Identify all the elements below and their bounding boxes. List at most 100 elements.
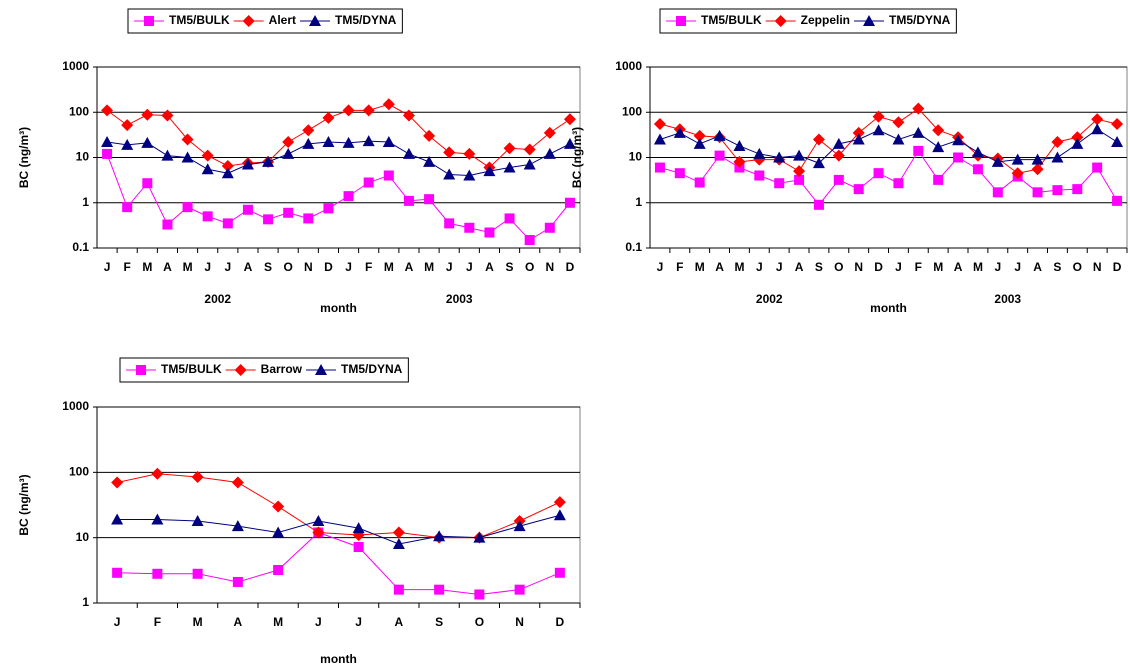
x-tick-label: M <box>183 260 193 274</box>
x-tick-label: S <box>435 615 443 629</box>
marker <box>913 145 924 156</box>
marker <box>873 168 884 179</box>
x-tick-label: M <box>973 260 983 274</box>
marker <box>262 155 275 167</box>
marker <box>1091 123 1104 135</box>
marker <box>201 163 214 175</box>
x-tick-label: A <box>234 615 243 629</box>
marker <box>912 102 925 115</box>
marker <box>141 136 154 148</box>
marker <box>793 165 806 178</box>
marker <box>112 567 123 578</box>
marker <box>514 584 525 595</box>
x-tick-label: M <box>424 260 434 274</box>
marker <box>773 151 786 163</box>
marker <box>554 567 565 578</box>
x-tick-label: A <box>1033 260 1042 274</box>
marker <box>192 568 203 579</box>
marker <box>144 16 154 26</box>
x-tick-label: A <box>715 260 724 274</box>
series-line <box>117 473 561 539</box>
marker <box>654 162 665 173</box>
x-axis-label: month <box>320 301 357 315</box>
marker <box>674 168 685 179</box>
marker <box>433 530 446 542</box>
legend-label: TM5/BULK <box>169 13 230 27</box>
marker <box>872 110 885 123</box>
marker <box>282 147 295 159</box>
x-tick-label: J <box>657 260 664 274</box>
x-tick-label: F <box>124 260 131 274</box>
marker <box>813 199 824 210</box>
x-tick-label: F <box>365 260 372 274</box>
marker <box>544 222 555 233</box>
marker <box>181 151 194 163</box>
marker <box>423 129 436 142</box>
x-tick-label: O <box>525 260 534 274</box>
y-tick-label: 1000 <box>615 59 642 73</box>
x-tick-label: A <box>163 260 172 274</box>
marker <box>231 476 244 489</box>
marker <box>484 227 495 238</box>
x-tick-label: F <box>676 260 683 274</box>
legend-label: Alert <box>269 13 296 27</box>
marker <box>694 177 705 188</box>
marker <box>971 146 984 158</box>
marker <box>473 531 486 543</box>
marker <box>693 137 706 149</box>
marker <box>543 147 556 159</box>
marker <box>142 178 153 189</box>
marker <box>774 178 785 189</box>
marker <box>272 500 285 513</box>
marker <box>892 116 905 129</box>
series-line <box>659 108 1118 174</box>
x-tick-label: S <box>1053 260 1061 274</box>
marker <box>754 170 765 181</box>
marker <box>464 222 475 233</box>
marker <box>393 584 404 595</box>
marker <box>733 139 746 151</box>
marker <box>524 235 535 246</box>
marker <box>322 111 335 124</box>
marker <box>191 514 204 526</box>
marker <box>443 146 456 159</box>
x-tick-label: M <box>384 260 394 274</box>
y-tick-label: 10 <box>76 150 90 164</box>
x-tick-label: O <box>284 260 293 274</box>
legend-label: TM5/BULK <box>701 13 762 27</box>
y-tick-label: 10 <box>76 530 90 544</box>
x-tick-label: A <box>244 260 253 274</box>
marker <box>693 129 706 142</box>
marker <box>563 113 576 126</box>
legend-label: Barrow <box>261 362 303 376</box>
marker <box>181 133 194 146</box>
legend-box <box>119 357 409 383</box>
x-tick-label: J <box>994 260 1001 274</box>
marker <box>1031 153 1044 165</box>
marker <box>463 169 476 181</box>
marker <box>101 136 114 148</box>
marker <box>753 147 766 159</box>
x-tick-label: F <box>915 260 922 274</box>
x-tick-label: J <box>114 615 121 629</box>
marker <box>121 119 134 132</box>
marker <box>161 149 174 161</box>
y-tick-label: 10 <box>629 150 643 164</box>
marker <box>832 149 845 162</box>
x-axis-label: month <box>320 652 357 666</box>
legend-label: Zeppelin <box>801 13 850 27</box>
y-tick-label: 0.1 <box>625 240 642 254</box>
marker <box>402 147 415 159</box>
marker <box>221 167 234 179</box>
x-tick-label: F <box>154 615 161 629</box>
marker <box>302 137 315 149</box>
marker <box>403 195 414 206</box>
marker <box>162 219 173 230</box>
marker <box>201 149 214 162</box>
marker <box>392 537 405 549</box>
series-line <box>659 149 1118 206</box>
marker <box>932 141 945 153</box>
marker <box>992 187 1003 198</box>
